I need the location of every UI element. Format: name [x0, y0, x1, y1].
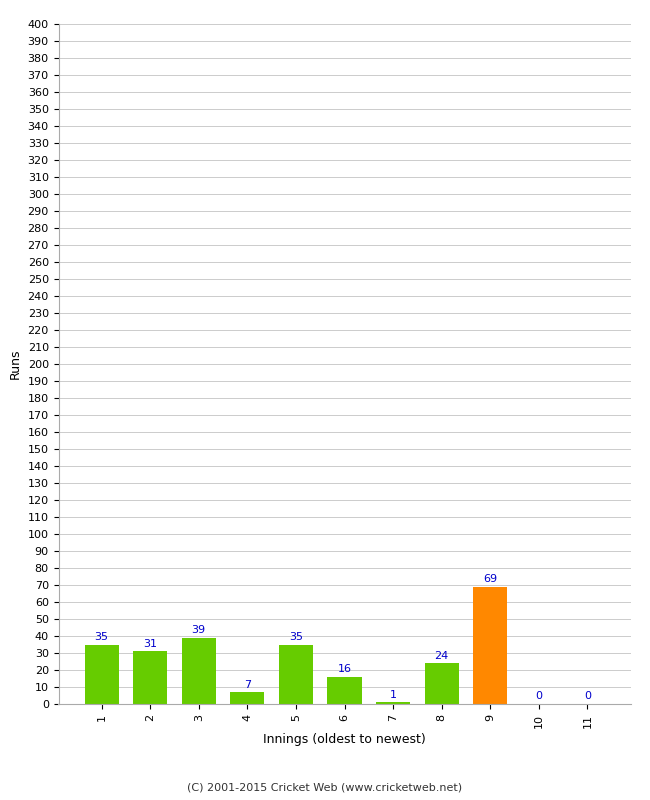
Bar — [84, 645, 118, 704]
Bar — [376, 702, 410, 704]
Bar — [328, 677, 361, 704]
Text: 39: 39 — [192, 625, 206, 635]
Text: 0: 0 — [536, 691, 542, 702]
Text: (C) 2001-2015 Cricket Web (www.cricketweb.net): (C) 2001-2015 Cricket Web (www.cricketwe… — [187, 782, 463, 792]
Text: 24: 24 — [435, 650, 448, 661]
Y-axis label: Runs: Runs — [9, 349, 22, 379]
Text: 7: 7 — [244, 679, 251, 690]
Bar — [424, 663, 459, 704]
Text: 1: 1 — [389, 690, 396, 700]
Text: 31: 31 — [143, 638, 157, 649]
Text: 0: 0 — [584, 691, 591, 702]
Bar — [279, 645, 313, 704]
Bar — [230, 692, 265, 704]
Text: 16: 16 — [337, 664, 352, 674]
Bar — [133, 651, 167, 704]
Text: 35: 35 — [289, 632, 303, 642]
Bar — [182, 638, 216, 704]
Bar — [473, 586, 507, 704]
Text: 69: 69 — [483, 574, 497, 584]
X-axis label: Innings (oldest to newest): Innings (oldest to newest) — [263, 734, 426, 746]
Text: 35: 35 — [94, 632, 109, 642]
